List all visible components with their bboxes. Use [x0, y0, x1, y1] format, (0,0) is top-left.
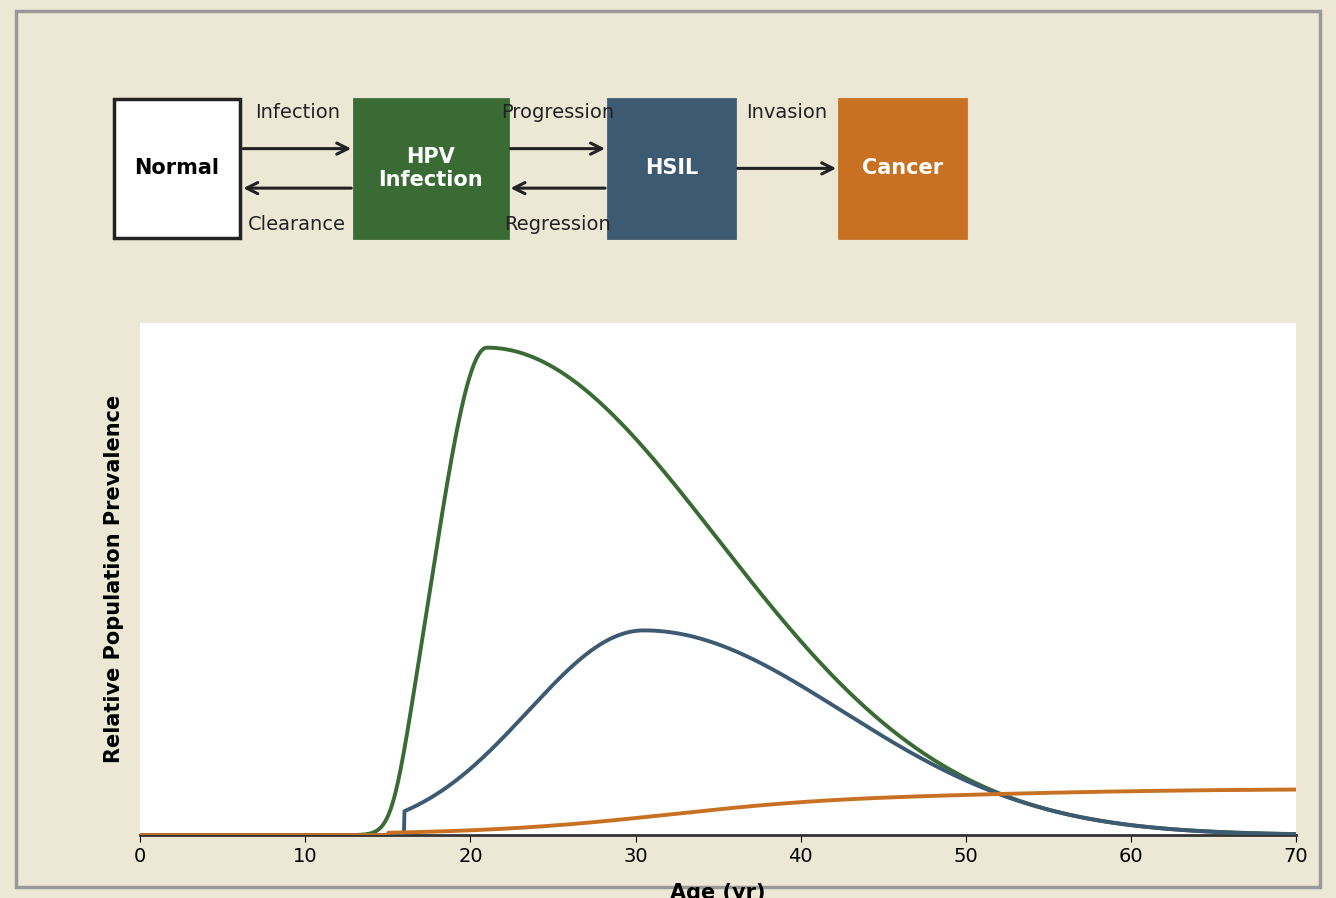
Text: Clearance: Clearance [248, 216, 346, 234]
Text: Normal: Normal [135, 158, 219, 179]
FancyBboxPatch shape [608, 99, 735, 238]
FancyBboxPatch shape [839, 99, 966, 238]
Text: Cancer: Cancer [862, 158, 943, 179]
FancyBboxPatch shape [354, 99, 508, 238]
X-axis label: Age (yr): Age (yr) [671, 883, 766, 898]
Text: HSIL: HSIL [645, 158, 697, 179]
FancyBboxPatch shape [114, 99, 240, 238]
Text: HPV
Infection: HPV Infection [378, 146, 484, 190]
FancyBboxPatch shape [16, 11, 1320, 887]
Text: Progression: Progression [501, 102, 615, 121]
Text: Invasion: Invasion [747, 102, 827, 121]
Text: Infection: Infection [255, 102, 339, 121]
Y-axis label: Relative Population Prevalence: Relative Population Prevalence [104, 395, 124, 763]
Text: Regression: Regression [505, 216, 611, 234]
